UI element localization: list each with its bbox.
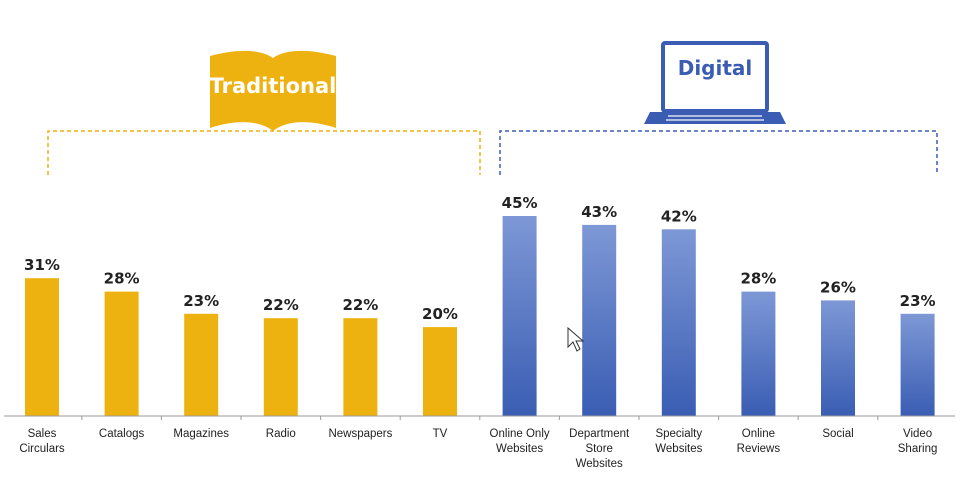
tick-label-line: Online Only xyxy=(490,428,550,440)
bar-digital-0 xyxy=(502,216,537,416)
digital-title: Digital xyxy=(678,56,753,80)
tick-label-line: Catalogs xyxy=(99,428,145,440)
value-labels-layer: 31% 28% 23% 22% 22% 20% 45% 43% 42% 28% 26% 23% xyxy=(24,194,936,323)
bar-traditional-2 xyxy=(184,313,219,416)
tick-label-line: Radio xyxy=(266,428,296,440)
value-label: 28% xyxy=(740,270,776,288)
tick-label: Radio xyxy=(266,428,296,440)
tick-label-line: Magazines xyxy=(173,428,229,440)
tick-label-line: Websites xyxy=(496,443,543,455)
value-label: 28% xyxy=(104,270,140,288)
tick-label: TV xyxy=(433,428,448,440)
bar-traditional-5 xyxy=(423,327,457,416)
tick-label-line: Video xyxy=(903,428,932,440)
tick-label: Specialty Websites xyxy=(655,428,702,455)
value-label: 31% xyxy=(24,256,60,274)
traditional-title: Traditional xyxy=(210,74,337,98)
tick-label-line: Sharing xyxy=(898,443,938,455)
bar-digital-1 xyxy=(582,224,617,416)
value-label: 26% xyxy=(820,278,856,296)
tick-label-line: Online xyxy=(742,428,775,440)
tick-label-line: Newspapers xyxy=(328,428,392,440)
traditional-bracket xyxy=(47,130,481,175)
traditional-header: Traditional xyxy=(47,50,481,175)
tick-label: Department Store Websites xyxy=(569,428,630,470)
tick-label: Online Only Websites xyxy=(490,428,550,455)
tick-label: Online Reviews xyxy=(737,428,781,455)
bar-digital-3 xyxy=(741,291,776,416)
tick-label: Social xyxy=(822,428,853,440)
bar-digital-5 xyxy=(900,313,935,416)
bar-traditional-4 xyxy=(343,318,378,416)
tick-label: Sales Circulars xyxy=(19,428,65,455)
bar-traditional-0 xyxy=(25,278,59,416)
tick-label-line: TV xyxy=(433,428,448,440)
tick-labels-layer: Sales Circulars Catalogs Magazines Radio News… xyxy=(19,428,937,470)
bar-traditional-3 xyxy=(263,318,298,416)
value-label: 43% xyxy=(581,203,617,221)
tick-label-line: Sales xyxy=(28,428,57,440)
tick-label-line: Websites xyxy=(576,458,623,470)
tick-label-line: Websites xyxy=(655,443,702,455)
value-label: 45% xyxy=(502,194,538,212)
digital-bracket xyxy=(499,130,938,175)
tick-label-line: Department xyxy=(569,428,630,440)
value-label: 22% xyxy=(342,296,378,314)
laptop-icon xyxy=(644,41,786,124)
tick-label-line: Social xyxy=(822,428,853,440)
open-book-icon xyxy=(210,50,336,131)
bar-digital-2 xyxy=(661,229,696,416)
x-axis xyxy=(4,415,955,420)
value-label: 23% xyxy=(183,292,219,310)
value-label: 22% xyxy=(263,296,299,314)
tick-label: Video Sharing xyxy=(898,428,938,455)
digital-header: Digital xyxy=(499,41,938,175)
tick-label: Catalogs xyxy=(99,428,145,440)
bars-layer xyxy=(25,216,935,416)
value-label: 23% xyxy=(900,292,936,310)
bar-traditional-1 xyxy=(104,291,139,416)
value-label: 42% xyxy=(661,207,697,225)
tick-label: Magazines xyxy=(173,428,229,440)
tick-label: Newspapers xyxy=(328,428,392,440)
bar-digital-4 xyxy=(821,300,855,416)
tick-label-line: Specialty xyxy=(655,428,702,440)
value-label: 20% xyxy=(422,305,458,323)
mouse-cursor-icon xyxy=(567,326,585,352)
tick-label-line: Circulars xyxy=(19,443,65,455)
tick-label-line: Reviews xyxy=(737,443,781,455)
tick-label-line: Store xyxy=(585,443,613,455)
